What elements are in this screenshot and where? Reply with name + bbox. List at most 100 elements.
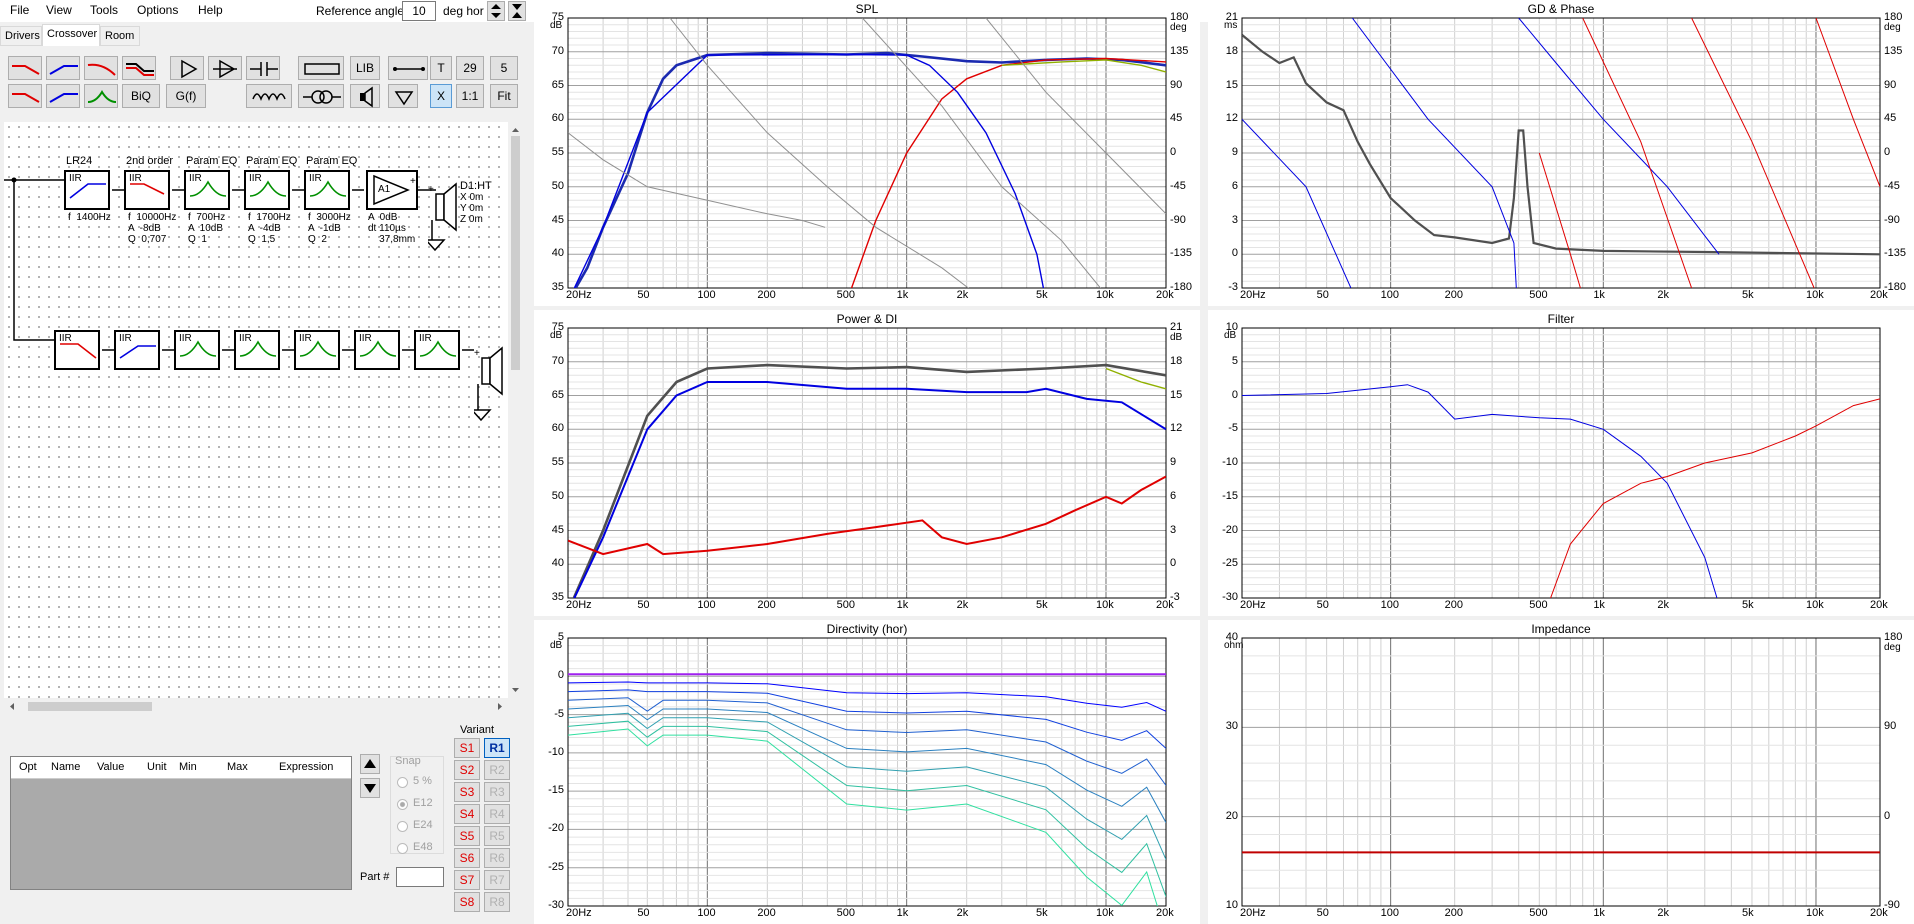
lowpass-red2-button[interactable] <box>8 84 42 108</box>
menu-view[interactable]: View <box>46 3 72 17</box>
col-opt[interactable]: Opt <box>19 761 37 773</box>
bottom-filter-block-3[interactable]: IIR <box>234 330 280 370</box>
peq-response-icon <box>299 340 337 357</box>
iir-tag: IIR <box>119 333 132 344</box>
bottom-filter-block-6[interactable]: IIR <box>414 330 460 370</box>
grid-size-29-button[interactable]: 29 <box>456 56 484 80</box>
variant-s6-button[interactable]: S6 <box>454 848 480 868</box>
graph-impedance[interactable]: Impedance 40 30 20 10 ohm 180 90 0 -90 deg 20Hz 50 10… <box>1208 620 1914 924</box>
snap-e24-radio[interactable] <box>397 821 408 832</box>
text-button[interactable]: T <box>430 56 452 80</box>
schematic-wires <box>4 177 474 351</box>
variant-s4-button[interactable]: S4 <box>454 804 480 824</box>
part-number-input[interactable] <box>396 867 444 887</box>
top-filter-block-1[interactable]: IIR <box>124 170 170 210</box>
bottom-filter-block-5[interactable]: IIR <box>354 330 400 370</box>
x-tick: 500 <box>836 907 855 919</box>
optimizer-parameter-table[interactable]: Opt Name Value Unit Min Max Expression <box>10 756 352 890</box>
biquad-button[interactable]: BiQ <box>122 84 160 108</box>
canvas-horizontal-scrollbar[interactable] <box>4 698 508 715</box>
collapse-button[interactable] <box>508 1 526 21</box>
driver-button[interactable] <box>350 84 380 108</box>
x-toggle-button[interactable]: X <box>430 84 452 108</box>
reference-angle-input[interactable]: 10 <box>402 1 436 21</box>
lowpass-red-icon <box>12 65 40 75</box>
bottom-filter-block-0[interactable]: IIR <box>54 330 100 370</box>
col-max[interactable]: Max <box>227 761 248 773</box>
directivity-index-curve <box>568 475 1166 556</box>
graph-spl[interactable]: SPL 75 70 65 60 55 50 45 40 35 dB 180 135 90 45 0 -45 -90… <box>534 0 1200 306</box>
top-filter-block-4[interactable]: IIR <box>304 170 350 210</box>
move-down-button[interactable] <box>360 778 380 798</box>
amplifier-button[interactable] <box>170 56 204 80</box>
tab-drivers[interactable]: Drivers <box>0 26 42 46</box>
variant-r1-button[interactable]: R1 <box>484 738 510 758</box>
highpass-blue-button[interactable] <box>46 56 80 80</box>
menu-options[interactable]: Options <box>137 3 179 17</box>
top-filter-block-2[interactable]: IIR <box>184 170 230 210</box>
variant-s5-button[interactable]: S5 <box>454 826 480 846</box>
wire-button[interactable] <box>388 56 428 80</box>
y-tick-left: 10 <box>1225 899 1238 911</box>
spin-updown-button[interactable] <box>487 1 505 21</box>
top-filter-block-3[interactable]: IIR <box>244 170 290 210</box>
variant-s3-button[interactable]: S3 <box>454 782 480 802</box>
col-value[interactable]: Value <box>97 761 125 773</box>
variant-s1-button[interactable]: S1 <box>454 738 480 758</box>
tab-room[interactable]: Room <box>100 26 140 46</box>
ground-button[interactable] <box>388 84 418 108</box>
col-expression[interactable]: Expression <box>279 761 334 773</box>
grid-size-5-button[interactable]: 5 <box>490 56 518 80</box>
snap-e12-radio[interactable] <box>397 799 408 810</box>
amplifier-block[interactable]: + A1 <box>366 170 418 210</box>
lowpass-curve-button[interactable] <box>84 56 118 80</box>
move-up-button[interactable] <box>360 754 380 774</box>
menu-help[interactable]: Help <box>198 3 223 17</box>
peq-button[interactable] <box>84 84 118 108</box>
resistor-button[interactable] <box>298 56 344 80</box>
graph-filter[interactable]: Filter 10 5 0 -5 -10 -15 -20 -25 -30 dB 20Hz 50 100 20… <box>1208 310 1914 616</box>
lowshelf-button[interactable] <box>122 56 156 80</box>
y-tick-right: -135 <box>1170 247 1193 260</box>
variant-s7-button[interactable]: S7 <box>454 870 480 890</box>
zoom-1-1-button[interactable]: 1:1 <box>456 84 484 108</box>
snap-e48-radio[interactable] <box>397 843 408 854</box>
top-block-params-3: f 1700Hz A -4dB Q 1,5 <box>248 212 291 245</box>
schematic-canvas[interactable]: LR24 IIR f 1400Hz 2nd order IIR f 10000Hz A -… <box>4 122 518 698</box>
variant-s8-button[interactable]: S8 <box>454 892 480 912</box>
canvas-vertical-scrollbar[interactable] <box>508 122 523 698</box>
transformer-button[interactable] <box>298 84 344 108</box>
col-name[interactable]: Name <box>51 761 81 773</box>
variant-r5-button[interactable]: R5 <box>484 826 510 846</box>
tab-crossover[interactable]: Crossover <box>42 24 100 46</box>
graph-power[interactable]: Power & DI 75 70 65 60 55 50 45 40 35 dB 21 18 15 12 9 6… <box>534 310 1200 616</box>
inductor-button[interactable] <box>246 84 292 108</box>
delay-amp-button[interactable] <box>208 56 242 80</box>
snap-5pct-radio[interactable] <box>397 777 408 788</box>
variant-r7-button[interactable]: R7 <box>484 870 510 890</box>
graph-gd[interactable]: GD & Phase 21 18 15 12 9 6 3 0 -3 ms 180 135 90 45 0 -45… <box>1208 0 1914 306</box>
variant-r2-button[interactable]: R2 <box>484 760 510 780</box>
bottom-filter-block-1[interactable]: IIR <box>114 330 160 370</box>
variant-r6-button[interactable]: R6 <box>484 848 510 868</box>
menu-tools[interactable]: Tools <box>90 3 119 17</box>
variant-s2-button[interactable]: S2 <box>454 760 480 780</box>
highpass-blue2-button[interactable] <box>46 84 80 108</box>
col-min[interactable]: Min <box>179 761 197 773</box>
variant-r8-button[interactable]: R8 <box>484 892 510 912</box>
capacitor-button[interactable] <box>246 56 280 80</box>
menu-file[interactable]: File <box>10 3 30 17</box>
library-button[interactable]: LIB <box>350 56 380 80</box>
x-tick: 1k <box>896 907 909 919</box>
variant-r4-button[interactable]: R4 <box>484 804 510 824</box>
top-filter-block-0[interactable]: IIR <box>64 170 110 210</box>
zoom-fit-button[interactable]: Fit <box>490 84 518 108</box>
y-tick-right: 15 <box>1170 388 1183 401</box>
variant-r3-button[interactable]: R3 <box>484 782 510 802</box>
bottom-filter-block-4[interactable]: IIR <box>294 330 340 370</box>
graph-directivity[interactable]: Directivity (hor) 5 0 -5 -10 -15 -20 -25 -30 dB 20… <box>534 620 1200 924</box>
lowpass-red-button[interactable] <box>8 56 42 80</box>
bottom-filter-block-2[interactable]: IIR <box>174 330 220 370</box>
col-unit[interactable]: Unit <box>147 761 167 773</box>
transfer-function-button[interactable]: G(f) <box>166 84 206 108</box>
